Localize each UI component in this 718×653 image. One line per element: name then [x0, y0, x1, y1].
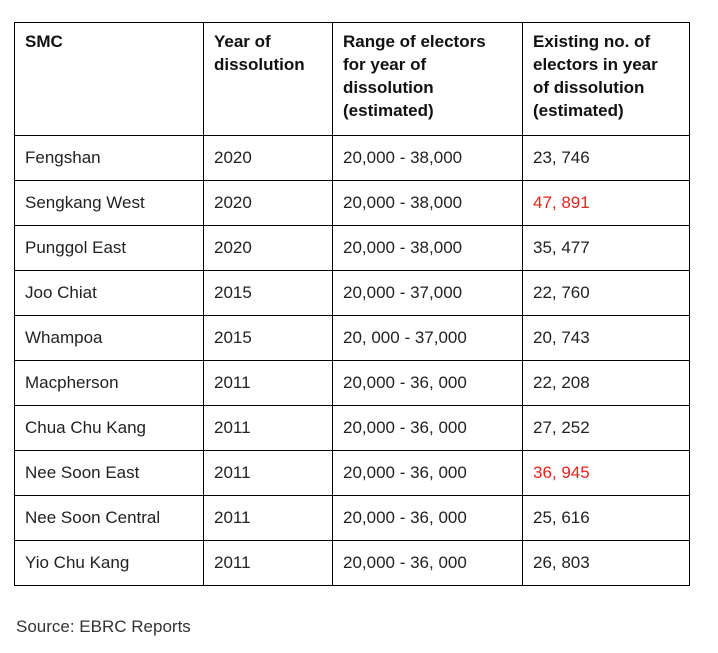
header-line: Year of	[214, 32, 271, 51]
table-cell: 2011	[203, 360, 333, 406]
header-line: dissolution	[214, 55, 305, 74]
table-row: Punggol East 2020 20,000 - 38,000 35, 477	[14, 225, 690, 271]
table-row: Macpherson 2011 20,000 - 36, 000 22, 208	[14, 360, 690, 406]
table-cell: 2020	[203, 225, 333, 271]
table-cell: Nee Soon East	[14, 450, 204, 496]
table-cell: 2011	[203, 450, 333, 496]
table-row: Nee Soon East 2011 20,000 - 36, 000 36, 945	[14, 450, 690, 496]
table-cell: 20,000 - 36, 000	[332, 450, 523, 496]
table-cell: 27, 252	[522, 405, 690, 451]
table-cell: 20, 000 - 37,000	[332, 315, 523, 361]
table-row: Whampoa 2015 20, 000 - 37,000 20, 743	[14, 315, 690, 361]
table-cell: 22, 208	[522, 360, 690, 406]
table-cell: 47, 891	[522, 180, 690, 226]
table-cell: 20,000 - 36, 000	[332, 405, 523, 451]
header-cell: Year of dissolution	[203, 22, 333, 136]
table-row: Chua Chu Kang 2011 20,000 - 36, 000 27, 252	[14, 405, 690, 451]
table-cell: 25, 616	[522, 495, 690, 541]
table-cell: 35, 477	[522, 225, 690, 271]
table-cell: 22, 760	[522, 270, 690, 316]
table-cell: 2020	[203, 135, 333, 181]
header-cell: Existing no. of electors in year of dissol…	[522, 22, 690, 136]
table-cell: Joo Chiat	[14, 270, 204, 316]
table-cell: 20,000 - 38,000	[332, 225, 523, 271]
table-cell: 20,000 - 37,000	[332, 270, 523, 316]
header-cell: Range of electors for year of dissolution (…	[332, 22, 523, 136]
header-line: Range of electors	[343, 32, 486, 51]
header-line: Existing no. of	[533, 32, 651, 51]
table-header: SMC Year of dissolution Range of electors fo…	[14, 22, 690, 136]
header-line: of dissolution	[533, 78, 645, 97]
table-body: Fengshan 2020 20,000 - 38,000 23, 746 Sengka…	[14, 135, 690, 586]
table-cell: 2011	[203, 495, 333, 541]
table-cell: Sengkang West	[14, 180, 204, 226]
table-cell: 26, 803	[522, 540, 690, 586]
table-cell: Yio Chu Kang	[14, 540, 204, 586]
table-cell: 2015	[203, 270, 333, 316]
table-cell: Macpherson	[14, 360, 204, 406]
table-row: Nee Soon Central 2011 20,000 - 36, 000 25, …	[14, 495, 690, 541]
header-line: dissolution	[343, 78, 434, 97]
table-cell: Fengshan	[14, 135, 204, 181]
table-cell: 2011	[203, 540, 333, 586]
header-line: SMC	[25, 32, 63, 51]
table-cell: 36, 945	[522, 450, 690, 496]
table-row: Joo Chiat 2015 20,000 - 37,000 22, 760	[14, 270, 690, 316]
header-row: SMC Year of dissolution Range of electors fo…	[14, 22, 690, 136]
table-row: Sengkang West 2020 20,000 - 38,000 47, 891	[14, 180, 690, 226]
table-cell: 2020	[203, 180, 333, 226]
header-cell: SMC	[14, 22, 204, 136]
table-cell: 20, 743	[522, 315, 690, 361]
table-cell: Nee Soon Central	[14, 495, 204, 541]
header-line: electors in year	[533, 55, 658, 74]
table-cell: 20,000 - 36, 000	[332, 360, 523, 406]
table-cell: 20,000 - 38,000	[332, 135, 523, 181]
table-cell: 20,000 - 36, 000	[332, 495, 523, 541]
table-cell: Chua Chu Kang	[14, 405, 204, 451]
header-line: (estimated)	[343, 101, 434, 120]
table-row: Yio Chu Kang 2011 20,000 - 36, 000 26, 803	[14, 540, 690, 586]
table-cell: 2011	[203, 405, 333, 451]
source-note: Source: EBRC Reports	[16, 617, 191, 636]
header-line: (estimated)	[533, 101, 624, 120]
table-cell: 23, 746	[522, 135, 690, 181]
table-cell: Punggol East	[14, 225, 204, 271]
data-table: SMC Year of dissolution Range of electors fo…	[14, 22, 690, 586]
table-cell: 20,000 - 38,000	[332, 180, 523, 226]
table-cell: 20,000 - 36, 000	[332, 540, 523, 586]
table-row: Fengshan 2020 20,000 - 38,000 23, 746	[14, 135, 690, 181]
table-cell: 2015	[203, 315, 333, 361]
table-cell: Whampoa	[14, 315, 204, 361]
header-line: for year of	[343, 55, 427, 74]
